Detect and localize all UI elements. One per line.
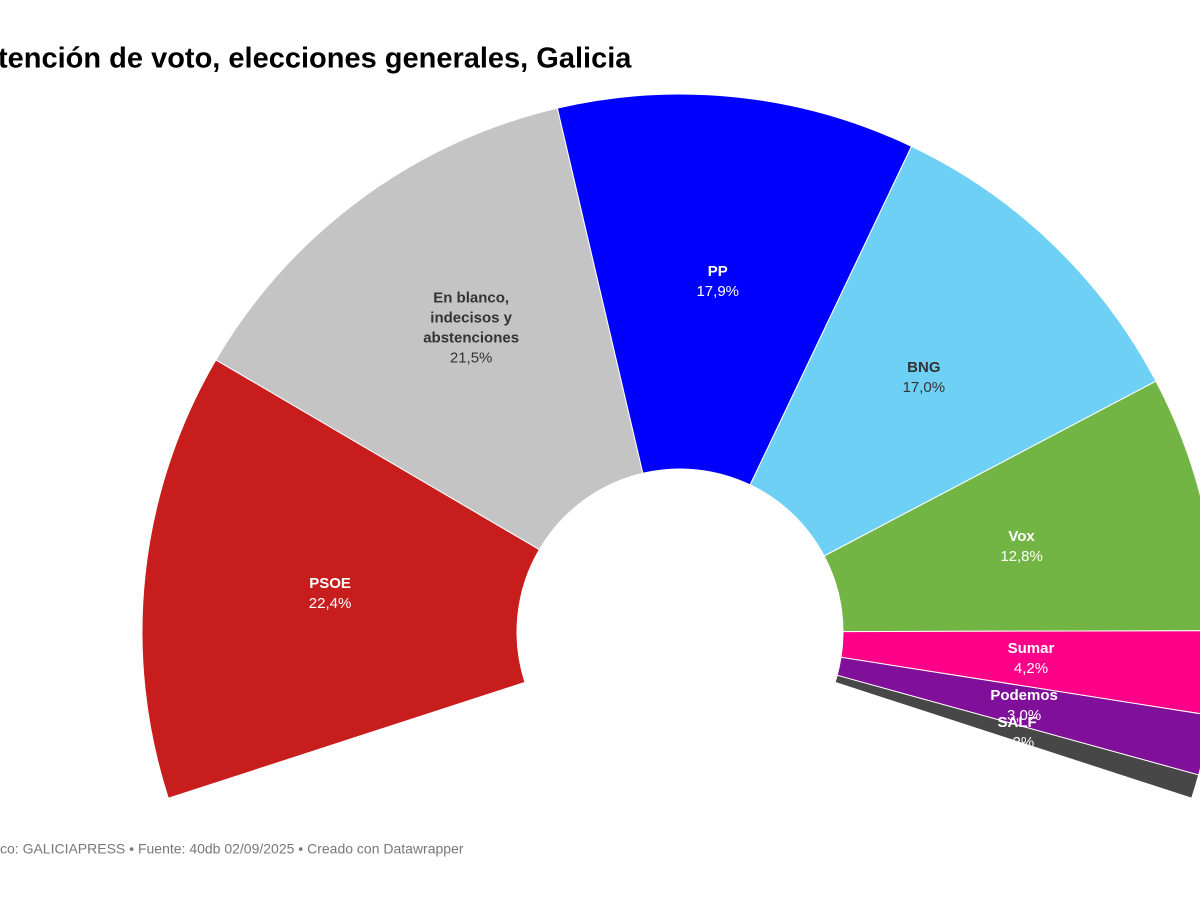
segment-label: En blanco, indecisos y abstenciones — [423, 290, 519, 347]
segment — [556, 93, 913, 486]
segment — [749, 145, 1157, 557]
segment — [141, 359, 541, 799]
segment-label: PSOE — [309, 575, 351, 592]
value-label: 12,8% — [1000, 548, 1043, 565]
segment-label: Podemos — [990, 687, 1058, 704]
value-label: 4,2% — [1014, 660, 1048, 677]
segment — [823, 380, 1200, 633]
segment-label: PP — [708, 263, 728, 280]
value-label: 17,0% — [903, 379, 946, 396]
chart-title: tención de voto, elecciones generales, G… — [0, 43, 632, 75]
segment — [215, 107, 644, 551]
segment-label: BNG — [907, 359, 940, 376]
value-label: 22,4% — [309, 595, 352, 612]
value-label: 1,2% — [1000, 734, 1034, 751]
chart-footer: co: GALICIAPRESS • Fuente: 40db 02/09/20… — [0, 841, 464, 857]
segment — [834, 674, 1200, 799]
segment-label: SALF — [998, 714, 1037, 731]
value-label: 17,9% — [696, 283, 739, 300]
value-label: 21,5% — [450, 350, 493, 367]
segment-label: Sumar — [1008, 640, 1055, 657]
labels: PSOE 22,4% En blanco, indecisos y abstencion… — [309, 263, 1058, 751]
segment-label: Vox — [1008, 528, 1035, 545]
segments — [141, 93, 1200, 799]
value-label: 3,0% — [1007, 707, 1041, 724]
